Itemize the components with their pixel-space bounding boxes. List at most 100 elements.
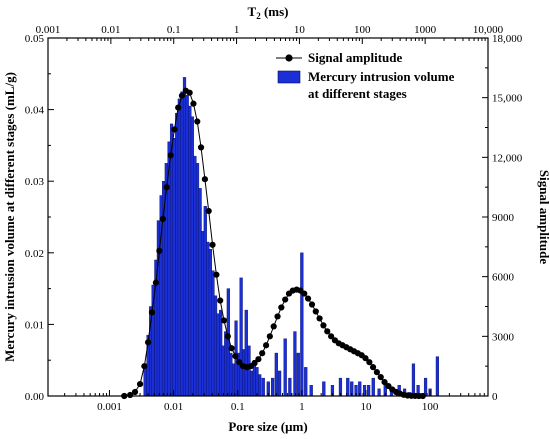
- signal-point: [324, 328, 331, 335]
- signal-point: [201, 176, 209, 183]
- x-tick-label-top: 0.1: [167, 24, 181, 36]
- x-axis-label-top-sub: 2: [256, 11, 261, 21]
- signal-point: [274, 313, 281, 320]
- bar: [411, 363, 416, 397]
- bar: [304, 367, 308, 397]
- signal-point: [328, 333, 335, 340]
- signal-point: [282, 296, 289, 303]
- bar: [283, 338, 287, 397]
- x-tick-label-top: 100: [354, 24, 371, 36]
- signal-point: [148, 309, 156, 316]
- x-axis-label-top: T2 (ms): [248, 4, 289, 21]
- bar: [296, 352, 300, 397]
- signal-point: [228, 345, 235, 352]
- x-tick-label-top: 0.01: [101, 24, 120, 36]
- signal-point: [308, 301, 316, 308]
- y-tick-label-right: 12,000: [492, 152, 523, 164]
- bar: [244, 309, 248, 397]
- x-tick-label-bottom: 0.001: [97, 401, 122, 413]
- signal-point: [224, 333, 231, 340]
- y-tick-label-left: 0.03: [25, 176, 45, 188]
- y-axis-label-left: Mercury intrusion volume at different st…: [2, 72, 17, 362]
- signal-point: [259, 350, 266, 357]
- signal-point: [194, 118, 201, 125]
- legend: Signal amplitude Mercury intrusion volum…: [276, 50, 455, 101]
- signal-point: [304, 295, 312, 302]
- x-tick-label-top: 10,000: [473, 24, 504, 36]
- signal-point: [373, 369, 380, 376]
- bar: [175, 112, 179, 397]
- signal-point: [136, 380, 144, 388]
- signal-point: [362, 355, 369, 362]
- bar: [435, 356, 439, 397]
- legend-dot-marker: [285, 54, 293, 62]
- signal-point: [320, 322, 327, 329]
- x-tick-label-top: 1000: [414, 24, 437, 36]
- x-tick-label-bottom: 1: [299, 401, 305, 413]
- bar: [300, 252, 304, 397]
- signal-line-layer: [49, 87, 487, 400]
- x-tick-label-bottom: 10: [360, 401, 372, 413]
- signal-point: [377, 374, 384, 381]
- bar: [278, 370, 282, 397]
- bar: [271, 377, 275, 397]
- signal-point: [301, 290, 308, 297]
- x-tick-label-bottom: 100: [422, 401, 439, 413]
- legend-label-mercury-line1: Mercury intrusion volume: [308, 69, 455, 84]
- signal-point: [369, 364, 377, 371]
- bar: [322, 381, 326, 397]
- signal-point: [152, 279, 160, 286]
- bar: [377, 388, 381, 397]
- bar: [274, 352, 278, 397]
- signal-point: [167, 152, 174, 159]
- signal-point: [171, 126, 178, 133]
- y-tick-label-right: 18,000: [492, 33, 523, 45]
- x-axis-label-bottom: Pore size (μm): [228, 419, 307, 434]
- bars-layer: [143, 77, 439, 397]
- signal-point: [156, 247, 163, 254]
- legend-label-signal: Signal amplitude: [308, 50, 403, 65]
- bar: [258, 374, 262, 397]
- signal-point: [220, 317, 228, 324]
- bar: [250, 370, 254, 397]
- bar: [293, 331, 297, 397]
- bar: [261, 377, 265, 397]
- signal-point: [209, 241, 216, 248]
- y-tick-label-left: 0.05: [25, 33, 45, 45]
- signal-point: [163, 184, 170, 191]
- x-tick-label-top: 1: [234, 24, 240, 36]
- signal-point: [144, 339, 152, 346]
- signal-point: [266, 333, 273, 340]
- bar: [185, 95, 189, 397]
- bar: [247, 345, 251, 397]
- signal-point: [131, 388, 139, 396]
- signal-point: [141, 363, 148, 370]
- bar: [177, 98, 181, 397]
- signal-point: [190, 100, 197, 107]
- signal-point: [316, 315, 323, 322]
- signal-point: [270, 323, 277, 330]
- bar: [367, 385, 371, 397]
- bar: [288, 377, 292, 397]
- signal-line: [49, 90, 487, 397]
- signal-point: [255, 356, 262, 363]
- y-tick-label-right: 0: [492, 391, 498, 403]
- y-tick-label-right: 6000: [492, 272, 515, 284]
- y-tick-label-right: 15,000: [492, 93, 523, 105]
- plot-frame: [47, 37, 489, 397]
- bar: [195, 163, 200, 397]
- signal-point: [186, 89, 193, 96]
- y-tick-label-right: 3000: [492, 331, 515, 343]
- signal-point: [159, 215, 166, 223]
- legend-label-mercury-line2: at different stages: [308, 86, 407, 101]
- ticks-layer: 0.001 0.01 0.1 1 10 100 0.001 0.01 0.1 1 10 100 1000…: [25, 24, 523, 413]
- y-tick-label-left: 0.02: [25, 248, 44, 260]
- bar: [182, 77, 187, 397]
- signal-point: [178, 92, 186, 99]
- signal-point: [278, 304, 285, 311]
- signal-point: [236, 359, 243, 366]
- signal-point: [213, 271, 220, 278]
- bar: [239, 277, 243, 397]
- bar: [193, 155, 197, 397]
